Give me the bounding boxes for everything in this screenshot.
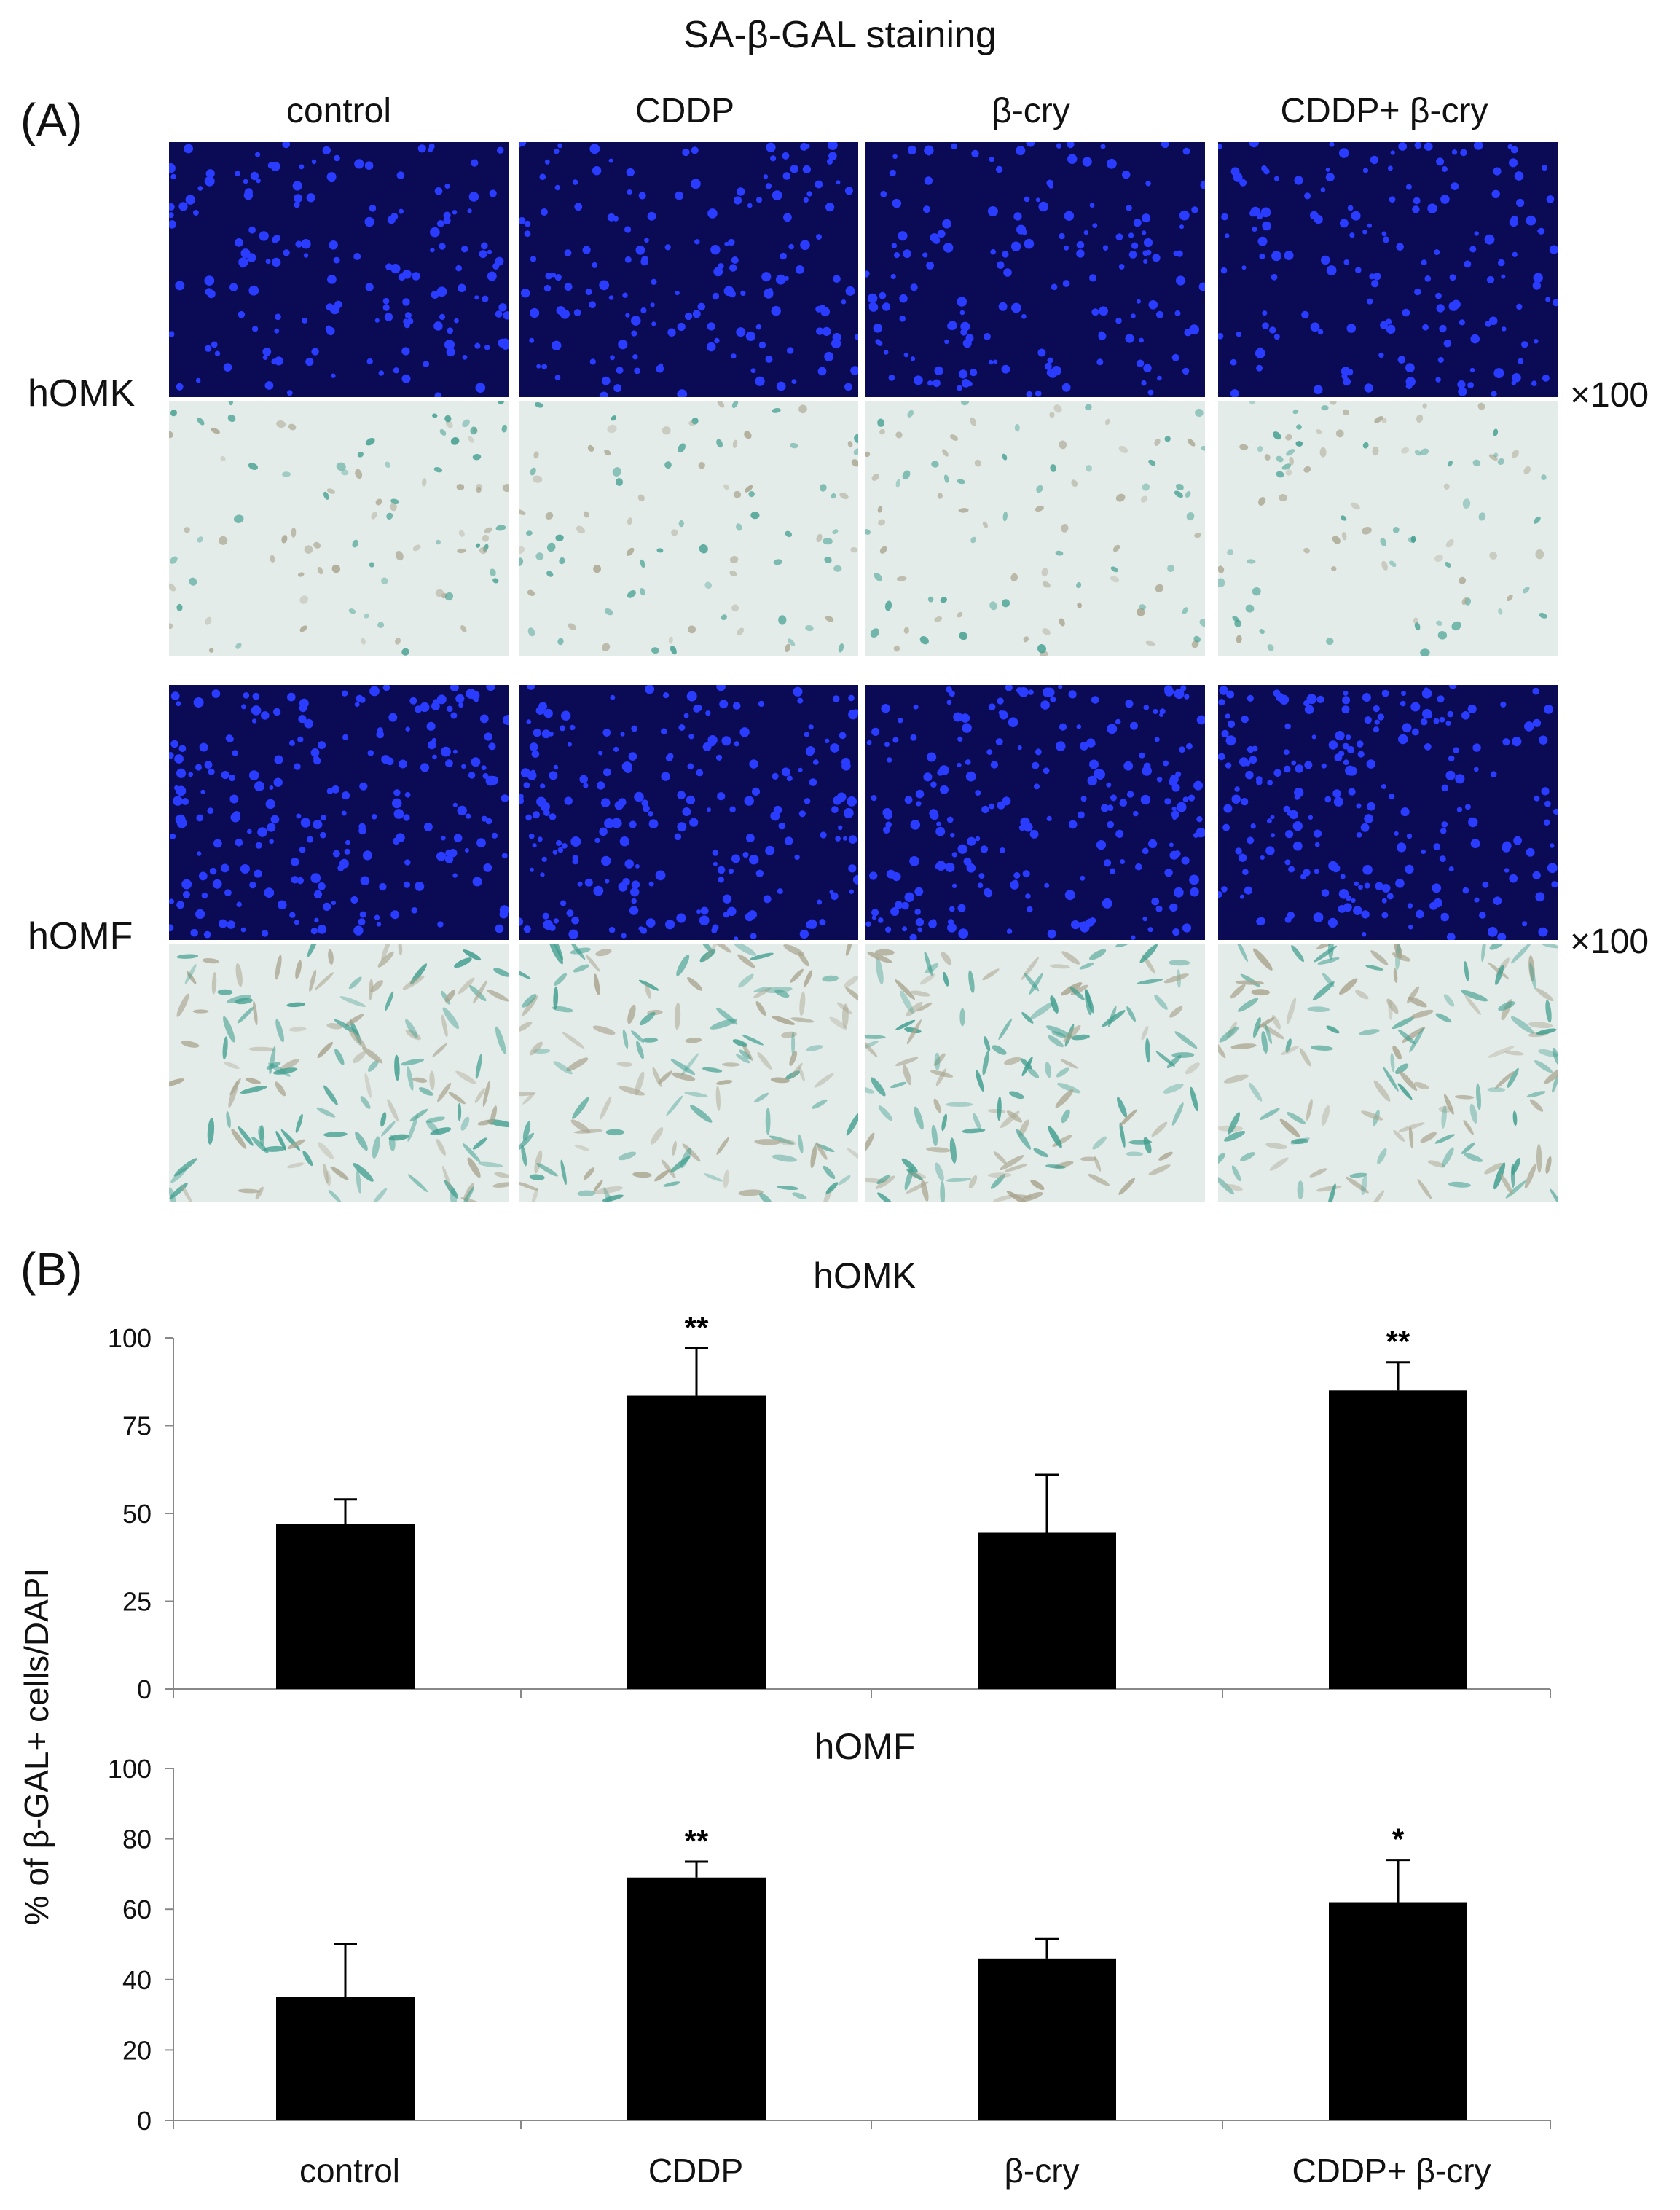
y-tick-label: 0 bbox=[137, 1674, 152, 1704]
magnification-homk: ×100 bbox=[1570, 376, 1649, 415]
y-tick-label: 60 bbox=[122, 1894, 152, 1924]
sa-gal-image-r1-c3 bbox=[1218, 401, 1558, 656]
chart-title-homk: hOMK bbox=[813, 1255, 916, 1296]
y-tick-label: 80 bbox=[122, 1825, 152, 1854]
column-label-bcry: β-cry bbox=[992, 92, 1070, 130]
bar bbox=[1329, 1390, 1467, 1689]
significance-label: ** bbox=[1386, 1325, 1410, 1359]
x-category-bcry: β-cry bbox=[1004, 2152, 1080, 2190]
dapi-image-r0-c1 bbox=[519, 142, 858, 397]
bar bbox=[276, 1997, 415, 2120]
y-tick-label: 100 bbox=[108, 1323, 152, 1353]
dapi-image-r0-c2 bbox=[865, 142, 1205, 397]
bar bbox=[978, 1958, 1116, 2120]
dapi-image-r0-c0 bbox=[169, 142, 509, 397]
y-tick-label: 50 bbox=[122, 1499, 152, 1529]
bar bbox=[627, 1877, 766, 2120]
x-category-cddp-bcry: CDDP+ β-cry bbox=[1292, 2152, 1491, 2190]
bar bbox=[1329, 1902, 1467, 2120]
x-category-cddp: CDDP bbox=[648, 2152, 744, 2190]
sa-gal-image-r3-c3 bbox=[1218, 944, 1558, 1202]
bar bbox=[978, 1532, 1116, 1689]
bar bbox=[276, 1524, 415, 1689]
column-label-cddp: CDDP bbox=[635, 92, 734, 130]
panel-b-label: (B) bbox=[20, 1243, 83, 1296]
row-label-homf: hOMF bbox=[28, 915, 133, 957]
dapi-image-r2-c1 bbox=[519, 685, 858, 940]
y-tick-label: 25 bbox=[122, 1587, 152, 1617]
column-label-cddp-bcry: CDDP+ β-cry bbox=[1280, 92, 1488, 130]
magnification-homf: ×100 bbox=[1570, 922, 1649, 961]
chart-title-homf: hOMF bbox=[814, 1726, 916, 1767]
sa-gal-image-r1-c1 bbox=[519, 401, 858, 656]
dapi-image-r2-c3 bbox=[1218, 685, 1558, 940]
y-tick-label: 0 bbox=[137, 2106, 152, 2136]
significance-label: ** bbox=[685, 1310, 709, 1344]
y-tick-label: 40 bbox=[122, 1965, 152, 1995]
sa-gal-image-r3-c2 bbox=[865, 944, 1205, 1202]
y-tick-label: 20 bbox=[122, 2035, 152, 2065]
y-tick-label: 75 bbox=[122, 1411, 152, 1441]
dapi-image-r0-c3 bbox=[1218, 142, 1558, 397]
sa-gal-image-r3-c1 bbox=[519, 944, 858, 1202]
sa-gal-image-r1-c0 bbox=[169, 401, 509, 656]
sa-gal-image-r3-c0 bbox=[169, 944, 509, 1202]
bar bbox=[627, 1395, 766, 1689]
significance-label: * bbox=[1392, 1822, 1405, 1857]
figure-title: SA-β-GAL staining bbox=[683, 14, 997, 56]
column-label-control: control bbox=[286, 92, 392, 130]
dapi-image-r2-c2 bbox=[865, 685, 1205, 940]
row-label-homk: hOMK bbox=[28, 372, 136, 415]
dapi-image-r2-c0 bbox=[169, 685, 509, 940]
panel-a-label: (A) bbox=[20, 94, 83, 146]
sa-gal-image-r1-c2 bbox=[865, 401, 1205, 656]
y-tick-label: 100 bbox=[108, 1754, 152, 1784]
significance-label: ** bbox=[685, 1824, 709, 1858]
x-category-control: control bbox=[299, 2152, 401, 2190]
